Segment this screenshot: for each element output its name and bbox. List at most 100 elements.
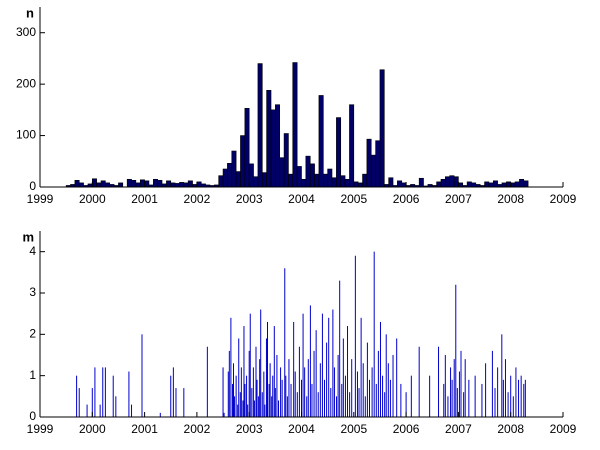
y-tick-label: 4 <box>29 244 36 258</box>
bar <box>519 178 525 188</box>
x-tick-label: 2004 <box>288 192 315 206</box>
bar <box>340 175 346 188</box>
bar <box>506 181 512 188</box>
x-tick-label: 2005 <box>340 192 367 206</box>
bar <box>288 173 294 188</box>
x-tick-label: 2006 <box>393 192 420 206</box>
x-tick-label: 2007 <box>445 422 472 436</box>
x-tick-label: 2001 <box>131 422 158 436</box>
bar <box>240 135 246 188</box>
y-tick-label: 2 <box>29 327 36 341</box>
bar <box>270 109 276 188</box>
y-tick-label: 0 <box>29 409 36 423</box>
bar <box>292 62 298 188</box>
x-tick-label: 2009 <box>550 422 577 436</box>
bar <box>514 181 520 188</box>
bar <box>331 177 337 188</box>
bar <box>375 140 381 188</box>
bar <box>253 176 259 188</box>
x-tick-label: 1999 <box>27 422 54 436</box>
bar <box>96 182 102 188</box>
bar <box>131 180 137 188</box>
y-tick-label: 300 <box>16 25 36 39</box>
bar <box>139 179 145 188</box>
bar <box>418 177 424 188</box>
x-tick-label: 2007 <box>445 192 472 206</box>
bar <box>323 173 328 188</box>
x-tick-label: 2003 <box>236 422 263 436</box>
x-tick-label: 2008 <box>497 422 524 436</box>
y-tick-label: 0 <box>29 179 36 193</box>
bar <box>222 168 228 188</box>
bar <box>144 180 150 188</box>
bar <box>118 182 124 188</box>
bar <box>436 181 442 188</box>
bar <box>301 178 307 188</box>
x-tick-label: 2002 <box>184 422 211 436</box>
bar <box>349 104 355 188</box>
bar <box>126 178 132 188</box>
bar <box>318 95 324 188</box>
bar <box>92 178 97 188</box>
bar <box>279 157 285 188</box>
bar <box>105 182 111 188</box>
y-tick-label: 1 <box>29 368 36 382</box>
bar <box>353 181 359 188</box>
x-tick-label: 2003 <box>236 192 263 206</box>
x-tick-label: 2004 <box>288 422 315 436</box>
x-tick-label: 2000 <box>79 422 106 436</box>
bar <box>357 182 363 188</box>
bar <box>231 150 237 188</box>
bar <box>488 182 494 188</box>
bar <box>261 172 267 188</box>
y-tick-label: 200 <box>16 76 36 90</box>
bar <box>344 178 350 188</box>
bar <box>362 173 368 188</box>
bar <box>248 163 254 188</box>
bar <box>174 183 180 188</box>
bar <box>74 180 80 188</box>
y-axis-label: n <box>26 5 34 20</box>
bar <box>266 90 272 188</box>
bar <box>336 117 342 188</box>
bar <box>484 181 490 188</box>
bar <box>305 155 311 188</box>
bar <box>492 180 498 188</box>
bar <box>379 69 385 188</box>
x-tick-label: 2000 <box>79 192 106 206</box>
x-tick-label: 2006 <box>393 422 420 436</box>
bar <box>153 178 158 188</box>
bar <box>166 180 172 188</box>
bar <box>466 181 472 188</box>
bar <box>157 180 163 188</box>
bar <box>370 154 376 188</box>
bar <box>187 180 193 188</box>
y-tick-label: 100 <box>16 128 36 142</box>
bar <box>78 182 84 188</box>
bar <box>275 104 280 188</box>
bar <box>218 175 224 188</box>
bar <box>397 180 403 188</box>
bar <box>244 108 250 188</box>
x-tick-label: 2001 <box>131 192 158 206</box>
bar <box>100 180 106 188</box>
bar <box>314 173 320 188</box>
x-tick-label: 2008 <box>497 192 524 206</box>
y-tick-label: 3 <box>29 285 36 299</box>
bar <box>401 182 407 188</box>
bar <box>501 182 507 188</box>
y-axis-label: m <box>22 229 34 244</box>
bar <box>327 168 333 188</box>
bar <box>283 133 289 188</box>
x-tick-label: 2009 <box>550 192 577 206</box>
bar <box>471 182 477 188</box>
bar <box>183 182 189 188</box>
x-tick-label: 2002 <box>184 192 211 206</box>
bar <box>523 180 529 188</box>
x-tick-label: 1999 <box>27 192 54 206</box>
bar <box>135 182 141 188</box>
bar <box>227 163 233 188</box>
